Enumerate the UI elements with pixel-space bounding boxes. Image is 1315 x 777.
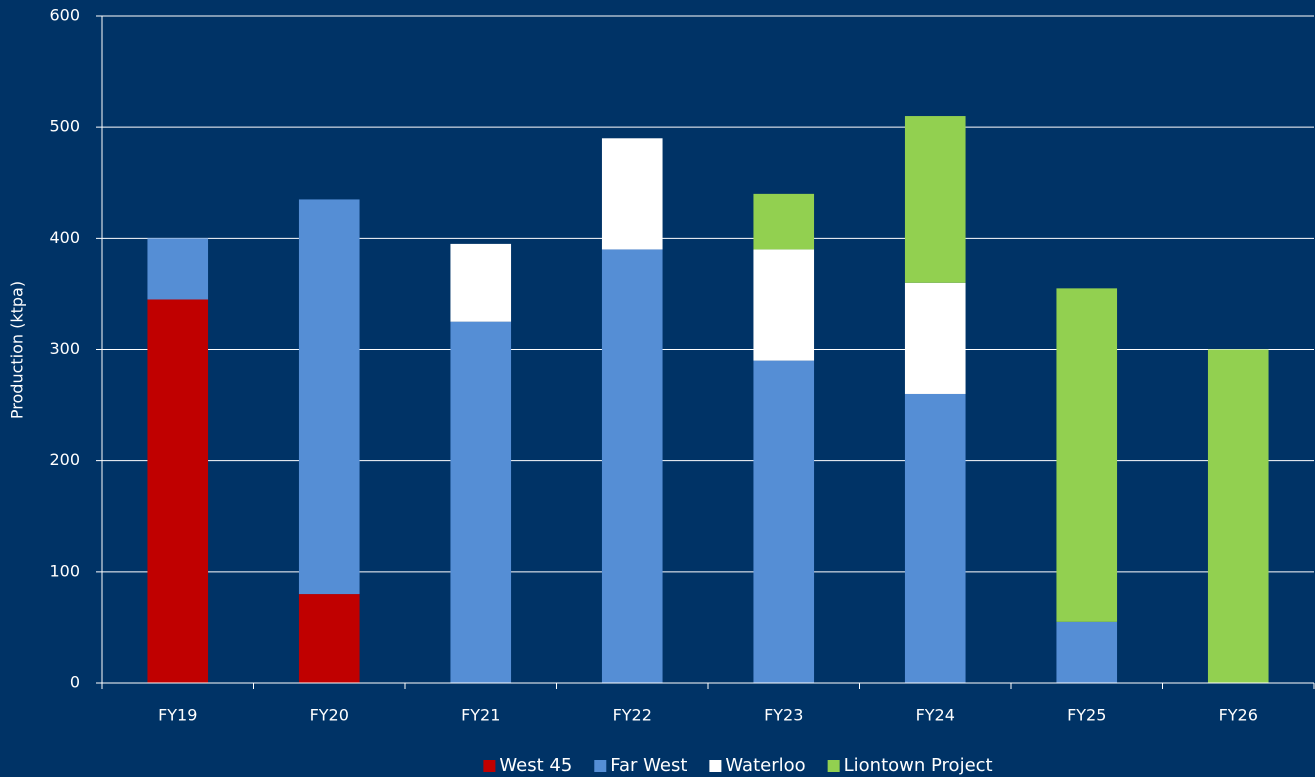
legend-label: Liontown Project <box>844 755 993 776</box>
x-tick-label: FY25 <box>1067 706 1106 725</box>
bar-segment <box>147 299 209 683</box>
legend-swatch <box>709 760 722 772</box>
bar-segment <box>1056 621 1118 683</box>
x-tick-label: FY23 <box>764 706 803 725</box>
legend-label: West 45 <box>499 755 572 776</box>
x-tick-label: FY22 <box>613 706 652 725</box>
y-tick-label: 400 <box>49 228 80 247</box>
legend-swatch <box>483 760 496 772</box>
y-tick-label: 200 <box>49 450 80 469</box>
bar-segment <box>1056 288 1118 622</box>
bar-segment <box>753 360 815 683</box>
y-tick-label: 500 <box>49 117 80 136</box>
y-tick-label: 0 <box>70 673 80 692</box>
y-tick-label: 300 <box>49 339 80 358</box>
bar-segment <box>753 249 815 361</box>
x-tick-label: FY19 <box>158 706 197 725</box>
bar-segment <box>450 321 512 683</box>
bar-segment <box>450 243 512 322</box>
bar-segment <box>298 594 360 683</box>
legend-label: Waterloo <box>725 755 805 776</box>
x-tick-label: FY20 <box>310 706 349 725</box>
bar-segment <box>904 282 966 394</box>
x-tick-label: FY21 <box>461 706 500 725</box>
bar-segment <box>147 238 209 300</box>
bar-segment <box>753 193 815 250</box>
bar-segment <box>298 199 360 595</box>
x-tick-label: FY26 <box>1219 706 1258 725</box>
legend-label: Far West <box>610 755 687 776</box>
legend-swatch <box>594 760 607 772</box>
y-tick-label: 100 <box>49 561 80 580</box>
bar-segment <box>1207 349 1269 683</box>
y-tick-label: 600 <box>49 6 80 25</box>
legend-swatch <box>827 760 840 772</box>
bar-segment <box>904 116 966 283</box>
bar-segment <box>601 249 663 683</box>
bar-segment <box>904 393 966 683</box>
y-axis-title: Production (ktpa) <box>8 281 27 419</box>
x-tick-label: FY24 <box>916 706 955 725</box>
bar-segment <box>601 138 663 250</box>
